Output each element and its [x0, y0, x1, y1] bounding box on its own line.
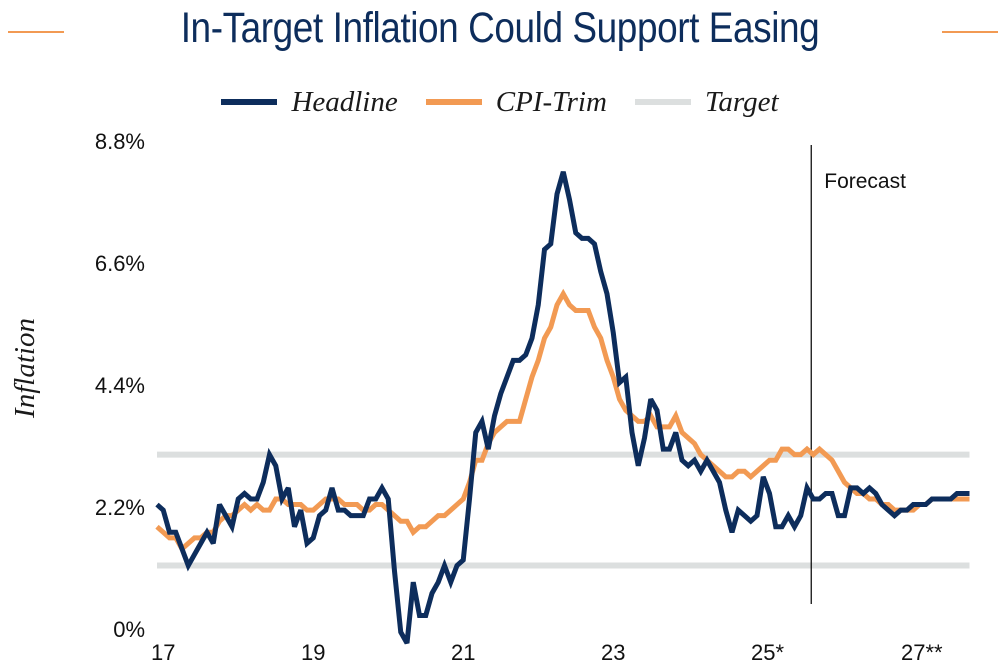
x-tick-label: 21 — [451, 640, 475, 665]
title-row: In-Target Inflation Could Support Easing — [0, 0, 1000, 66]
forecast-marker: Forecast — [810, 145, 906, 604]
title-rule-right — [942, 31, 998, 33]
y-tick-label: 4.4% — [95, 373, 145, 398]
legend-label-target: Target — [704, 85, 779, 118]
legend-label-cpi-trim: CPI-Trim — [495, 85, 607, 118]
target-band — [157, 451, 970, 569]
legend-item-headline: Headline — [221, 85, 398, 119]
series-lines — [155, 171, 970, 645]
x-tick-label: 23 — [601, 640, 625, 665]
y-tick-label: 8.8% — [95, 129, 145, 154]
legend-swatch-cpi-trim — [425, 99, 482, 105]
x-tick-label: 19 — [301, 640, 325, 665]
chart-title: In-Target Inflation Could Support Easing — [180, 4, 820, 52]
legend-swatch-target — [634, 99, 691, 105]
legend-label-headline: Headline — [291, 85, 398, 118]
x-tick-label: 25* — [751, 640, 784, 665]
legend-swatch-headline — [221, 99, 278, 105]
y-axis-label: Inflation — [9, 318, 41, 419]
title-rule-left — [8, 31, 64, 33]
series-line-headline — [155, 171, 970, 645]
forecast-label: Forecast — [824, 170, 906, 193]
legend-item-cpi-trim: CPI-Trim — [425, 85, 607, 119]
x-tick-label: 27** — [901, 640, 943, 665]
y-tick-label: 6.6% — [95, 251, 145, 276]
y-tick-label: 2.2% — [95, 495, 145, 520]
x-axis: 17 19 21 23 25* 27** — [151, 640, 943, 665]
x-tick-label: 17 — [151, 640, 175, 665]
y-axis: 8.8% 6.6% 4.4% 2.2% 0% — [95, 129, 145, 642]
legend: Headline CPI-Trim Target — [0, 80, 1000, 124]
y-tick-label: 0% — [113, 617, 145, 642]
legend-item-target: Target — [634, 85, 779, 119]
